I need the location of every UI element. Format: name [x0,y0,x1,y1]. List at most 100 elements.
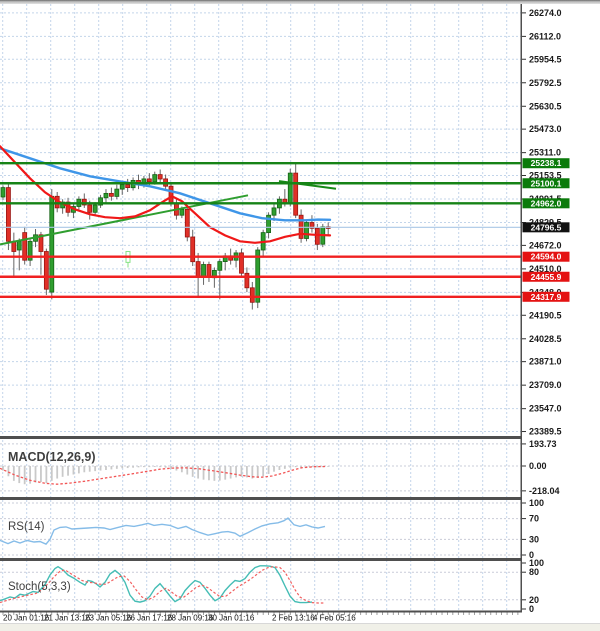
indicator-marker [125,250,131,268]
candlesticks [0,162,331,310]
axis-tick-label: 25473.0 [529,124,562,134]
level-price-tag [522,158,570,169]
panel-separator[interactable] [0,558,522,561]
bullish-candle [179,208,185,216]
bullish-candle [287,172,293,205]
axis-tick-label: 24510.0 [529,264,562,274]
time-axis-label: 2 Feb 13:16 [272,614,315,623]
bullish-candle [152,174,158,183]
current-price-tag [522,222,570,233]
bearish-candle [43,251,49,290]
rsi-panel [0,517,326,545]
bullish-candle [27,240,33,261]
axis-tick-label: 23709.0 [529,380,562,390]
bearish-candle [309,222,315,229]
axis-tick-label: 25792.5 [529,78,562,88]
time-axis-label: 28 Jan 09:16 [167,614,214,623]
axis-tick-label: 25153.5 [529,171,562,181]
bullish-candle [119,184,125,190]
rsi-indicator-label: RS(14) [8,521,45,533]
bearish-candle [157,174,163,180]
bullish-candle [266,214,271,233]
level-price-tag [522,198,570,209]
bullish-candle [92,204,98,213]
axis-tick-label: 0 [529,550,534,560]
rsi-line [0,517,326,545]
bearish-candle [293,172,299,216]
axis-tick-label: 70 [529,514,539,524]
level-price-tag [522,291,570,302]
svg-text:24962.0: 24962.0 [531,198,562,208]
stoch-indicator-label: Stoch(5,3,3) [8,581,71,593]
bearish-candle [314,227,320,245]
slow-ma-line [0,147,332,222]
axis-tick-label: 20 [529,595,539,605]
bullish-candle [271,207,277,216]
svg-text:25100.1: 25100.1 [531,178,562,188]
svg-text:25238.1: 25238.1 [531,158,562,168]
time-axis-label: 20 Jan 01:16 [3,614,50,623]
stoch-k-line [0,565,313,604]
axis-tick-label: 25954.5 [529,54,562,64]
svg-text:24317.9: 24317.9 [531,292,562,302]
stoch-panel [0,565,325,604]
axis-tick-label: -218.04 [529,486,560,496]
price-axis: 26274.0 26112.0 25954.5 25792.5 25630.5 25473… [522,8,570,614]
bearish-candle [195,261,201,279]
axis-tick-label: 23389.5 [529,427,562,437]
axis-tick-label: 30 [529,534,539,544]
time-axis-label: 23 Jan 05:16 [85,614,132,623]
bearish-candle [125,184,131,188]
time-axis-label: 4 Feb 05:16 [313,614,356,623]
bullish-candle [0,187,6,198]
panel-separator[interactable] [0,436,522,439]
bearish-candle [6,187,11,242]
bullish-candle [114,188,120,197]
axis-tick-label: 23547.0 [529,404,562,414]
axis-tick-label: 26274.0 [529,8,562,18]
time-axis-label: 21 Jan 13:16 [44,614,91,623]
window-top-edge [0,0,600,4]
axis-tick-label: 25630.5 [529,101,562,111]
stoch-d-line [0,566,325,604]
axis-tick-label: 100 [529,498,544,508]
fast-ma-line [0,145,332,244]
bearish-candle [109,192,114,197]
bearish-candle [168,185,174,204]
bearish-candle [190,236,196,263]
bullish-candle [217,261,223,271]
price-overlays [0,145,522,298]
svg-text:24796.5: 24796.5 [531,222,562,232]
macd-signal-line [0,465,326,485]
svg-text:24455.9: 24455.9 [531,272,562,282]
axis-tick-label: 0 [529,604,534,614]
axis-tick-label: 24028.5 [529,334,562,344]
bullish-candle [103,192,109,199]
axis-tick-label: 0.00 [529,461,547,471]
axis-tick-label: 24190.5 [529,310,562,320]
macd-panel [0,465,330,485]
macd-indicator-label: MACD(12,26,9) [8,450,96,464]
bearish-candle [184,208,190,238]
level-price-tag [522,271,570,282]
axis-tick-label: 100 [529,558,544,568]
bullish-candle [16,240,22,251]
bearish-candle [38,234,44,252]
time-axis-label: 30 Jan 01:16 [208,614,255,623]
axis-tick-label: 26112.0 [529,31,561,41]
axis-tick-label: 23871.0 [529,357,562,367]
panel-frame [0,4,522,613]
bearish-candle [244,272,250,289]
level-price-tag [522,178,570,189]
bearish-candle [146,178,152,183]
bearish-candle [239,252,244,274]
bearish-candle [87,204,93,213]
level-price-tag [522,251,570,262]
svg-text:24594.0: 24594.0 [531,252,562,262]
bullish-candle [304,222,309,239]
gridlines [0,4,522,611]
panel-separator[interactable] [0,497,522,500]
bullish-candle [98,197,103,206]
